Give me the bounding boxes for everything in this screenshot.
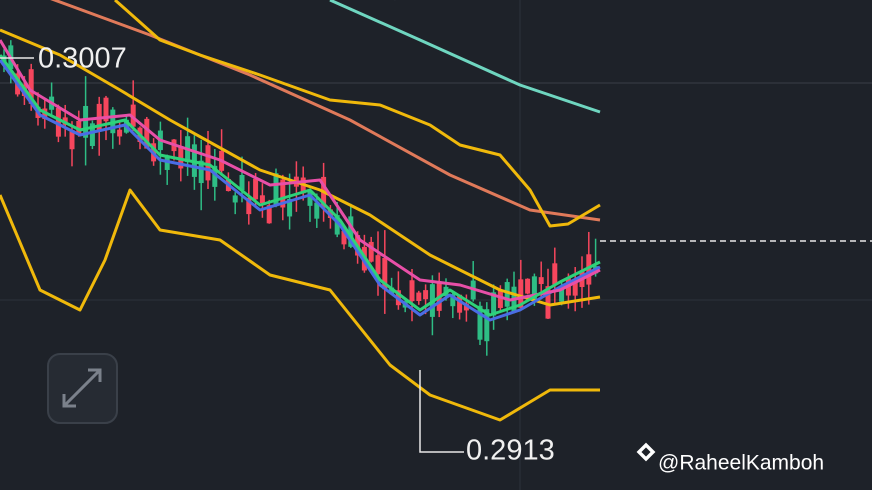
candle-body	[491, 292, 497, 316]
watermark: @RaheelKamboh	[636, 442, 824, 475]
leader-line	[419, 370, 464, 453]
candle-body	[246, 197, 252, 215]
indicator-line	[0, 39, 601, 302]
candle-body	[545, 286, 551, 319]
candle-body	[586, 254, 592, 285]
high-price-label: 0.3007	[38, 43, 127, 75]
low-marker: 0.2913	[419, 370, 555, 467]
candle-body	[389, 287, 395, 295]
candle-body	[552, 263, 558, 285]
expand-button[interactable]	[47, 353, 118, 424]
indicator-line	[50, 0, 601, 222]
candle-body	[178, 146, 184, 169]
candle-body	[212, 165, 218, 187]
candle-body	[531, 276, 537, 301]
candle-body	[103, 97, 109, 122]
indicator-line	[0, 54, 601, 317]
candle-body	[198, 160, 204, 184]
candle-body	[484, 309, 490, 342]
candle-body	[314, 202, 320, 219]
candle-body	[83, 105, 89, 138]
candle-body	[232, 195, 238, 203]
candle-body	[341, 230, 347, 245]
indicator-line	[114, 0, 601, 228]
watermark-text: @RaheelKamboh	[658, 452, 824, 475]
candle-body	[144, 118, 150, 149]
candle-body	[518, 279, 524, 308]
candle-body	[457, 294, 463, 313]
indicator-line	[329, 0, 601, 114]
candle-body	[572, 280, 578, 296]
candle-body	[89, 123, 95, 146]
candle-body	[253, 178, 259, 200]
candle-body	[239, 175, 245, 191]
candle-body	[497, 290, 503, 308]
high-marker: 0.3007	[0, 43, 127, 75]
indicator-line	[0, 188, 600, 422]
candle-body	[504, 282, 510, 307]
candle-body	[55, 107, 61, 137]
candle-body	[375, 255, 381, 275]
candle-body	[28, 69, 34, 104]
candle-body	[205, 145, 211, 181]
candle-body	[117, 129, 123, 137]
candle-body	[348, 216, 354, 247]
candle-body	[477, 305, 483, 340]
candle-body	[280, 179, 286, 208]
candle-body	[334, 215, 340, 235]
watermark-icon	[636, 442, 656, 462]
candle-body	[559, 288, 565, 302]
candle-body	[382, 257, 388, 290]
candle-body	[409, 280, 415, 302]
candle-body	[450, 294, 456, 307]
candle-body	[307, 191, 313, 206]
indicator-line	[0, 59, 601, 322]
low-price-label: 0.2913	[466, 435, 555, 467]
candle-body	[273, 173, 279, 205]
candle-body	[69, 130, 75, 150]
candle-body	[130, 104, 136, 127]
candle-body	[287, 198, 293, 217]
candle-body	[525, 278, 531, 294]
candle-body	[266, 205, 272, 224]
candle-body	[538, 277, 544, 285]
indicator-line	[0, 28, 601, 307]
candle-body	[368, 241, 374, 262]
candle-body	[259, 195, 265, 204]
logo-watermark: ◆ BINANCE	[370, 0, 708, 5]
expand-icon[interactable]	[62, 368, 102, 408]
candle-body	[416, 292, 422, 302]
candle-body	[423, 290, 429, 300]
indicators	[0, 0, 601, 422]
